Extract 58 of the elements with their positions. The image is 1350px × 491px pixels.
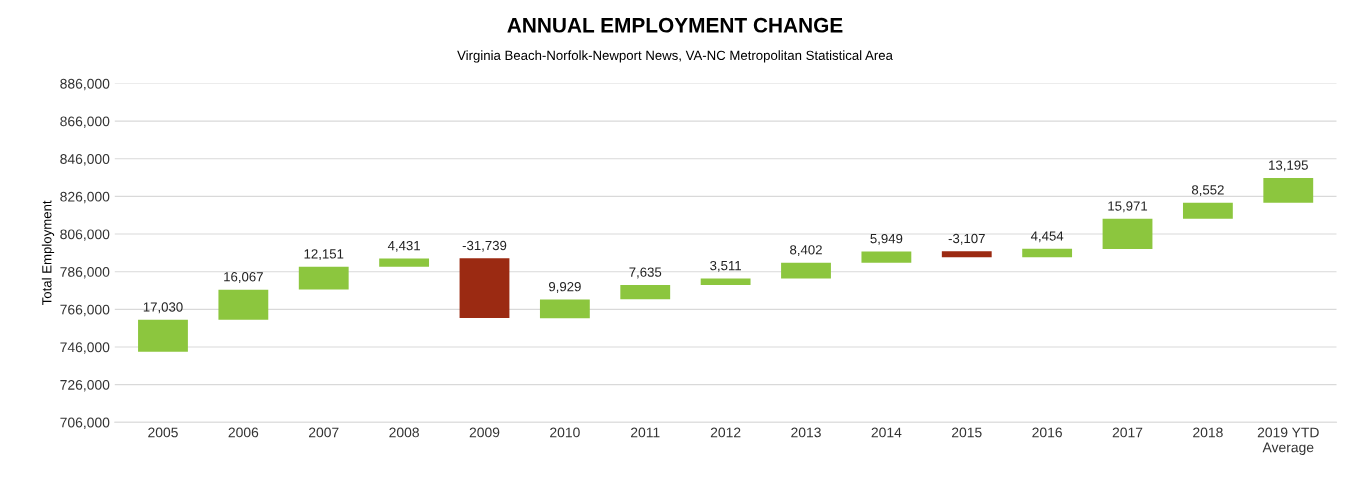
bar xyxy=(700,278,751,286)
y-tick-label: 806,000 xyxy=(60,229,110,241)
y-axis-title: Total Employment xyxy=(41,200,55,305)
data-label: 8,552 xyxy=(1191,185,1224,197)
bar xyxy=(1263,177,1314,203)
x-tick-label: 2006 xyxy=(228,427,259,438)
data-label: 9,929 xyxy=(548,281,581,293)
x-tick-label: 2016 xyxy=(1032,427,1062,438)
bar xyxy=(620,284,671,300)
y-tick-label: 766,000 xyxy=(60,304,110,317)
y-tick-label: 746,000 xyxy=(60,342,110,354)
y-tick-label: 786,000 xyxy=(60,267,110,279)
data-label: 4,431 xyxy=(387,240,420,252)
x-tick-label: 2013 xyxy=(791,427,821,438)
x-tick-label: 2014 xyxy=(871,427,902,438)
bar xyxy=(1022,248,1073,258)
data-label: 12,151 xyxy=(304,249,344,261)
bar xyxy=(459,258,510,319)
bar xyxy=(1182,202,1233,219)
bar xyxy=(218,289,269,320)
data-label: -31,739 xyxy=(462,240,507,252)
x-tick-label: 2015 xyxy=(952,427,982,438)
y-tick-label: 706,000 xyxy=(60,417,110,430)
bar xyxy=(298,266,349,290)
x-tick-label: 2009 xyxy=(469,427,500,438)
data-label: 13,195 xyxy=(1269,160,1308,172)
data-label: 16,067 xyxy=(224,272,263,284)
bar xyxy=(941,251,992,258)
bar xyxy=(379,258,430,267)
data-label: 7,635 xyxy=(629,267,662,279)
x-tick-label: 2018 xyxy=(1193,427,1223,438)
data-label: -3,107 xyxy=(948,233,985,245)
chart-subtitle: Virginia Beach-Norfolk-Newport News, VA-NC Metropolitan Statistical Area xyxy=(457,50,893,63)
chart-title: ANNUAL EMPLOYMENT CHANGE xyxy=(507,17,843,33)
x-tick-label: 2017 xyxy=(1112,427,1143,438)
x-tick-label: 2019 YTD Average xyxy=(1257,427,1319,456)
x-tick-label: 2005 xyxy=(148,427,178,438)
bar xyxy=(861,251,912,263)
bar xyxy=(781,262,831,279)
y-tick-label: 866,000 xyxy=(60,116,110,128)
y-tick-label: 826,000 xyxy=(60,191,110,204)
data-label: 5,949 xyxy=(870,233,903,245)
data-label: 17,030 xyxy=(143,302,183,314)
x-tick-label: 2008 xyxy=(389,427,419,438)
bar xyxy=(539,299,590,319)
x-tick-label: 2007 xyxy=(308,427,339,438)
x-tick-label: 2010 xyxy=(550,427,580,438)
data-label: 8,402 xyxy=(790,245,822,257)
y-tick-label: 726,000 xyxy=(60,379,110,392)
y-tick-label: 846,000 xyxy=(60,154,110,166)
data-label: 3,511 xyxy=(710,260,742,272)
bar xyxy=(1102,218,1153,249)
data-label: 15,971 xyxy=(1108,201,1148,213)
bar xyxy=(138,319,188,352)
y-tick-label: 886,000 xyxy=(60,78,110,91)
x-tick-label: 2011 xyxy=(631,427,660,438)
data-label: 4,454 xyxy=(1030,231,1064,243)
x-tick-label: 2012 xyxy=(710,427,741,438)
